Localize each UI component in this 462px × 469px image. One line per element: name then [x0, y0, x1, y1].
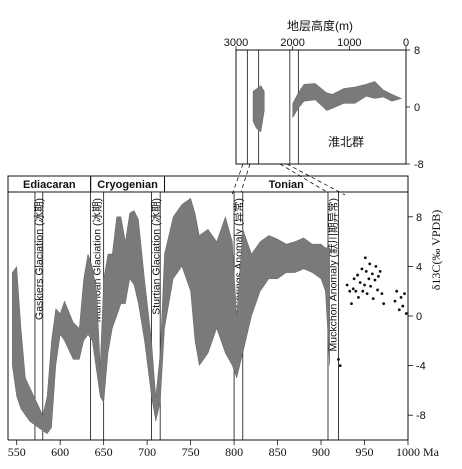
data-point [395, 289, 399, 293]
y-tick-label: 4 [416, 261, 422, 273]
data-point [365, 292, 369, 296]
data-points [337, 256, 408, 367]
inset-y-tick-label: -8 [414, 159, 424, 171]
x-tick-label: 650 [95, 445, 113, 459]
data-point [378, 269, 382, 273]
data-point [371, 297, 375, 301]
data-point [352, 277, 356, 281]
y-tick-label: 8 [416, 212, 422, 224]
period-tonian: Tonian [164, 175, 409, 193]
event-label: Sturtian Glaciation (冰期) [149, 198, 162, 315]
period-label: Cryogenian [97, 179, 158, 191]
carbon-isotope-band [12, 197, 330, 435]
inset-band-right [292, 81, 403, 119]
connector-lines [231, 163, 346, 196]
x-axis-unit: Ma [423, 445, 440, 459]
data-point [358, 281, 362, 284]
data-point [363, 283, 366, 287]
data-point [367, 277, 371, 281]
inset-band-left [252, 85, 265, 133]
data-point [354, 289, 358, 293]
y-tick-label: -8 [416, 410, 426, 422]
data-point [393, 299, 397, 303]
data-point [356, 273, 359, 277]
x-tick-label: 750 [182, 445, 200, 459]
data-point [338, 364, 342, 367]
x-tick-label: 950 [356, 445, 374, 459]
event-label: Muckchon Anomaly (默川期异常) [327, 198, 340, 351]
x-tick-label: 1000 [396, 445, 420, 459]
data-point [368, 262, 372, 266]
period-ediacaran: Ediacaran [7, 175, 92, 193]
period-label: Ediacaran [23, 179, 76, 191]
data-point [348, 289, 352, 293]
data-point [401, 304, 405, 308]
inset-x-tick-label: 1000 [337, 37, 361, 49]
inset-x-tick-label: 3000 [224, 37, 248, 49]
inset-y-tick-label: 0 [414, 102, 420, 114]
y-tick-label: -4 [416, 361, 426, 373]
inset-y-ticks: 8 0 -8 [406, 45, 424, 171]
data-point [377, 274, 380, 278]
x-axis-ticks: 550 600 650 700 750 800 850 900 950 1000 [8, 440, 420, 459]
data-point [404, 312, 408, 315]
data-point [361, 289, 365, 293]
data-point [357, 296, 360, 299]
data-point [351, 287, 355, 291]
period-bar: Ediacaran Cryogenian Tonian [7, 175, 409, 193]
inset-annotation: 淮北群 [328, 135, 364, 149]
data-point [369, 284, 373, 288]
data-point [373, 278, 377, 282]
event-2: Sturtian Glaciation (冰期) [149, 191, 162, 441]
data-point [376, 288, 379, 292]
x-tick-label: 900 [312, 445, 330, 459]
x-tick-label: 850 [269, 445, 287, 459]
inset-x-ticks: 3000 2000 1000 0 [224, 37, 409, 50]
data-point [403, 292, 406, 296]
data-point [374, 265, 378, 268]
data-point [337, 358, 340, 361]
main-chart: Ediacaran Cryogenian Tonian Gaskiers Glaci… [7, 175, 443, 459]
inset-x-tick-label: 2000 [280, 37, 304, 49]
data-point [380, 292, 384, 296]
period-cryogenian: Cryogenian [90, 175, 166, 193]
inset-y-tick-label: 8 [414, 45, 420, 57]
x-tick-label: 600 [51, 445, 69, 459]
inset-frame [235, 49, 407, 165]
x-tick-label: 550 [8, 445, 26, 459]
y-axis-ticks: -8 -4 0 4 8 [408, 212, 426, 422]
data-point [364, 269, 368, 273]
data-point [360, 267, 364, 271]
data-point [345, 283, 349, 287]
data-point [370, 272, 374, 276]
event-label: Gaskiers Glaciation (冰期) [32, 198, 45, 320]
inset-title: 地层高度(m) [287, 18, 353, 33]
data-point [350, 302, 353, 305]
data-point [363, 256, 367, 260]
y-axis-label: δ13C(‰ VPDB) [429, 210, 443, 290]
y-tick-label: 0 [416, 311, 422, 323]
x-tick-label: 700 [138, 445, 156, 459]
period-label: Tonian [269, 179, 305, 191]
x-tick-label: 800 [225, 445, 243, 459]
data-point [382, 302, 386, 305]
inset-x-tick-label: 0 [403, 37, 409, 49]
data-point [399, 296, 403, 299]
data-point [397, 308, 401, 312]
inset-chart: 地层高度(m) 3000 2000 1000 0 80-8 淮北群 [224, 18, 424, 171]
